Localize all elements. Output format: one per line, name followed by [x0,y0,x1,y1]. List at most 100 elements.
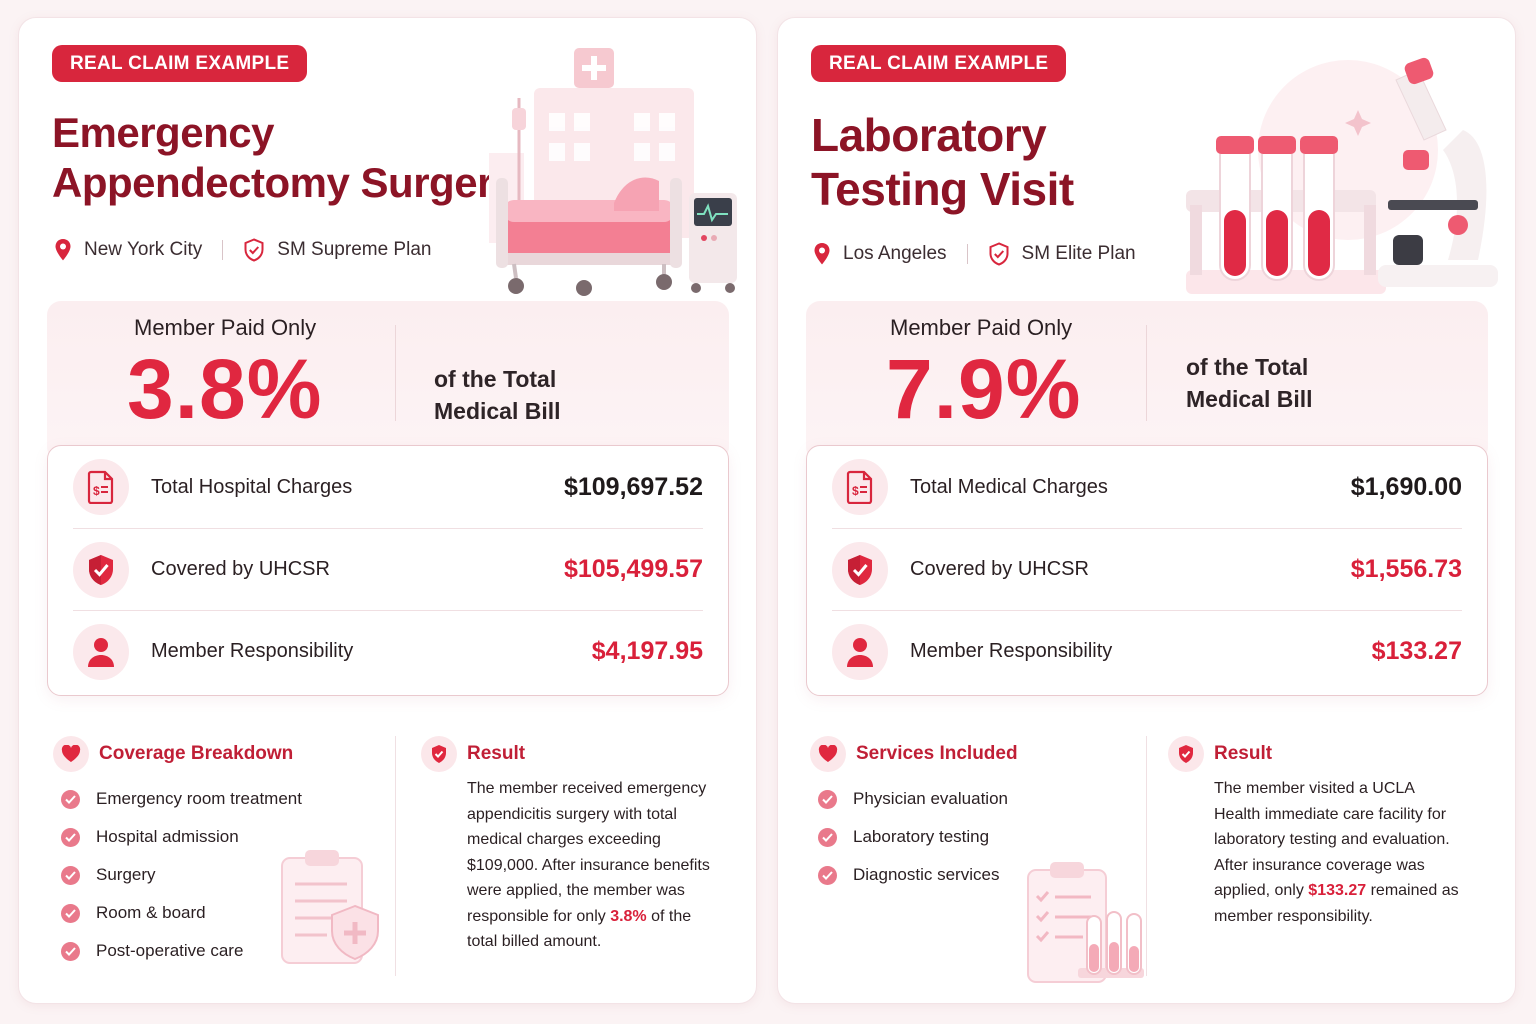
stat-suffix: of the Total Medical Bill [434,363,634,427]
list-item-label: Laboratory testing [853,827,990,846]
result-text-end: remained as member responsibility. [1214,882,1459,925]
stat-percentage: 7.9% [886,342,1082,436]
charge-label: Total Medical Charges [910,475,1108,498]
member-paid-panel: Member Paid Only 7.9% of the Total Medic… [806,301,1488,461]
charge-row-member: Member Responsibility $133.27 [832,610,1462,692]
svg-text:$: $ [852,484,859,498]
stat-percentage: 3.8% [127,342,323,436]
charge-row-total: $ Total Hospital Charges $109,697.52 [73,446,703,528]
result-description: The member visited a UCLA Health immedia… [1214,776,1464,929]
list-item-label: Room & board [96,903,206,922]
section-title: Result [467,743,526,764]
title-line-2: Testing Visit [811,163,1074,215]
list-item: Physician evaluation [810,780,1018,818]
clipboard-tubes-illustration [1027,862,1144,983]
list-item: Emergency room treatment [53,780,302,818]
section-divider [1146,736,1147,976]
svg-text:$: $ [93,484,100,498]
claim-badge: REAL CLAIM EXAMPLE [52,45,308,82]
result-description: The member received emergency appendicit… [467,776,717,955]
list-item: Diagnostic services [810,856,1018,894]
shield-check-icon [832,541,888,598]
result-text-end: of the total billed amount. [467,907,692,951]
result-highlight: $133.27 [1308,882,1367,899]
section-title: Coverage Breakdown [99,743,294,764]
services-included-section: Services Included Physician evaluation La… [810,736,1018,894]
charge-label: Covered by UHCSR [151,558,330,580]
heart-icon [53,736,89,772]
location-pin-icon [52,238,74,262]
location-text: New York City [84,239,203,260]
plan-text: SM Supreme Plan [277,239,432,260]
section-heading: Result [1168,736,1464,772]
charge-label: Member Responsibility [910,640,1113,662]
meta-separator [222,240,224,260]
stat-divider [1146,325,1147,421]
lab-illustration [1186,57,1498,294]
document-dollar-icon: $ [73,459,129,515]
list-item: Hospital admission [53,818,302,856]
list-item-label: Hospital admission [96,827,239,846]
result-text-intro: The member received emergency appendicit… [467,780,710,925]
list-item-label: Emergency room treatment [96,789,302,808]
coverage-breakdown-section: Coverage Breakdown Emergency room treatm… [53,736,302,970]
check-icon [61,941,80,961]
check-icon [818,789,837,809]
services-list: Physician evaluation Laboratory testing Di… [810,780,1018,894]
document-dollar-icon: $ [832,459,888,515]
claim-title: Emergency Appendectomy Surgery [52,108,516,208]
charge-value: $133.27 [1371,637,1462,665]
shield-check-icon [73,541,129,598]
charge-row-total: $ Total Medical Charges $1,690.00 [832,446,1462,528]
charges-table: $ Total Medical Charges $1,690.00 Covere… [806,445,1488,696]
title-line-1: Emergency [52,109,274,156]
location-pin-icon [811,242,833,266]
stat-suffix-line-2: Medical Bill [434,398,561,424]
charge-label: Covered by UHCSR [910,558,1089,580]
claim-meta: Los Angeles SM Elite Plan [811,242,1136,266]
hospital-illustration [489,48,737,296]
stat-suffix-line-1: of the Total [1186,354,1309,380]
section-title: Services Included [856,743,1018,764]
stat-suffix: of the Total Medical Bill [1186,351,1386,415]
title-line-2: Appendectomy Surgery [52,159,516,206]
location-text: Los Angeles [843,243,947,264]
clipboard-shield-illustration [281,850,379,964]
check-icon [818,827,837,847]
person-icon [832,623,888,680]
charge-label: Member Responsibility [151,640,354,662]
list-item-label: Surgery [96,865,156,884]
list-item: Room & board [53,894,302,932]
meta-separator [966,244,968,264]
list-item: Laboratory testing [810,818,1018,856]
result-highlight: 3.8% [610,907,647,925]
list-item: Surgery [53,856,302,894]
charge-label: Total Hospital Charges [151,475,353,498]
shield-check-icon [988,242,1010,266]
shield-check-icon [243,238,265,262]
shield-check-icon [1168,736,1204,772]
claim-card-appendectomy: REAL CLAIM EXAMPLE Emergency Appendectom… [18,17,757,1004]
list-item-label: Post-operative care [96,941,244,960]
plan-text: SM Elite Plan [1021,243,1136,264]
charge-value: $1,556.73 [1350,555,1462,583]
person-icon [73,623,129,680]
section-title: Result [1214,743,1273,764]
check-icon [61,865,80,885]
stat-label: Member Paid Only [134,315,317,340]
shield-check-icon [421,736,457,772]
charge-value: $109,697.52 [563,472,703,501]
check-icon [61,789,80,809]
claim-card-laboratory: REAL CLAIM EXAMPLE Laboratory Testing Vi… [777,17,1516,1004]
section-divider [395,736,396,976]
list-item-label: Diagnostic services [853,865,1000,884]
member-paid-panel: Member Paid Only 3.8% of the Total Medic… [47,301,729,461]
stat-divider [395,325,396,421]
check-icon [818,865,837,885]
charge-value: $1,690.00 [1350,472,1462,501]
heart-icon [810,736,846,772]
section-heading: Services Included [810,736,1018,772]
result-section: Result The member received emergency app… [421,736,717,955]
list-item: Post-operative care [53,932,302,970]
coverage-list: Emergency room treatment Hospital admissi… [53,780,302,970]
